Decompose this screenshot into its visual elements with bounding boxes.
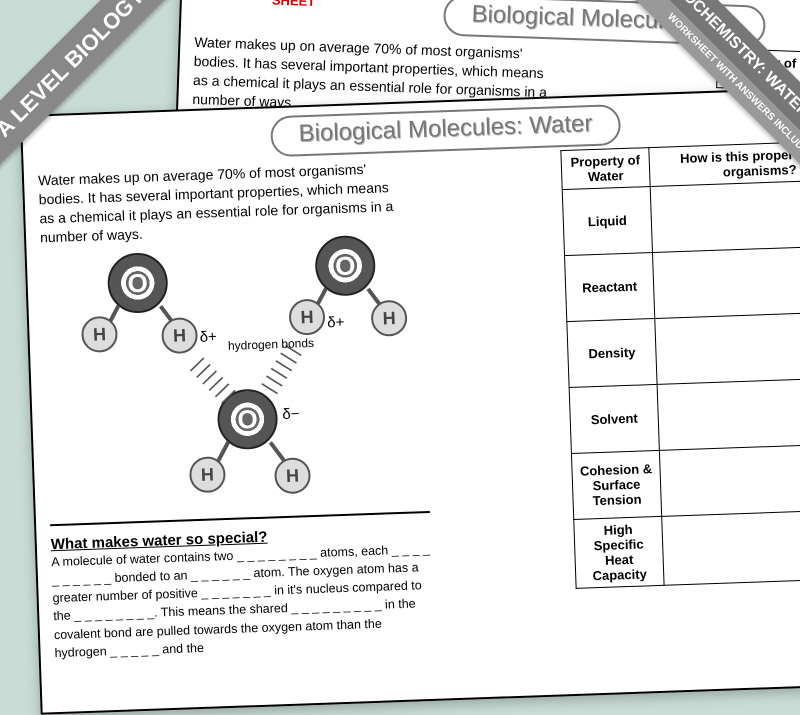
table-row: Reactant bbox=[565, 253, 655, 322]
delta-plus: δ+ bbox=[327, 314, 345, 332]
table-row: Density bbox=[567, 318, 657, 387]
table-row: Liquid bbox=[562, 187, 652, 256]
hydrogen-bond: |||||| bbox=[184, 353, 238, 408]
intro-front: Water makes up on average 70% of most or… bbox=[38, 159, 400, 247]
water-diagram: O H H O H H O H H |||||| |||||| hydrogen… bbox=[36, 233, 445, 517]
hydrogen-atom: H bbox=[81, 316, 118, 353]
worksheet-front: Biological Molecules: Water Water makes … bbox=[20, 85, 800, 714]
properties-table: Property of Water How is this property u… bbox=[560, 139, 800, 589]
hydrogen-atom: H bbox=[288, 298, 325, 335]
fill-section: What makes water so special? A molecule … bbox=[50, 511, 435, 662]
delta-minus: δ− bbox=[282, 405, 300, 423]
hydrogen-atom: H bbox=[161, 317, 198, 354]
delta-plus: δ+ bbox=[199, 328, 217, 346]
hydrogen-atom: H bbox=[370, 300, 407, 337]
table-row: High Specific Heat Capacity bbox=[574, 516, 664, 588]
red-tag: SHEET bbox=[272, 0, 316, 9]
th-prop: Property of Water bbox=[561, 148, 650, 190]
hydrogen-atom: H bbox=[189, 456, 226, 493]
hydrogen-atom: H bbox=[274, 457, 311, 494]
table-row: Cohesion & Surface Tension bbox=[571, 450, 661, 519]
table-row: Solvent bbox=[569, 384, 659, 453]
th-use: How is this property use.. organisms? bbox=[649, 140, 800, 187]
fill-text: A molecule of water contains two _ _ _ _… bbox=[51, 540, 435, 662]
